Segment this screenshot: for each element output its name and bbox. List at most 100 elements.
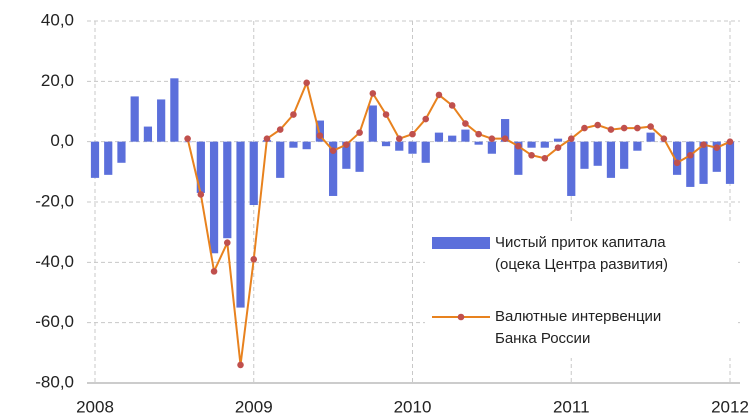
y-tick-label: -80,0 [35, 372, 74, 391]
bar [130, 96, 139, 142]
line-marker [223, 239, 231, 247]
bar [223, 141, 232, 239]
line-marker [409, 130, 416, 138]
line-marker [395, 135, 403, 142]
bar [699, 141, 708, 184]
bar [712, 141, 721, 172]
bar [196, 141, 205, 193]
line-marker [647, 123, 654, 130]
line-marker [448, 102, 456, 109]
y-tick-label: -20,0 [35, 191, 74, 210]
bar [725, 141, 735, 184]
line-marker [713, 144, 721, 151]
line-marker [488, 135, 496, 142]
line-marker [660, 135, 668, 142]
bar [395, 141, 404, 151]
bar [501, 119, 510, 142]
legend: Чистый приток капитала (оцека Центра разв… [425, 224, 735, 358]
line-marker [329, 147, 337, 155]
line-marker [687, 151, 694, 159]
bar [302, 141, 311, 150]
line-marker [528, 151, 535, 159]
line-marker [303, 79, 310, 87]
bar [408, 141, 417, 154]
line-marker [369, 90, 377, 97]
y-tick-label: 20,0 [41, 71, 74, 90]
bar [117, 141, 126, 163]
bar [448, 135, 457, 142]
line-marker [422, 115, 430, 123]
line-marker [184, 135, 191, 142]
x-tick-label: 2008 [76, 397, 114, 416]
line-marker [316, 132, 324, 139]
bar [580, 141, 589, 169]
line-marker [263, 135, 271, 142]
bar [474, 141, 483, 145]
line-marker [501, 135, 509, 142]
bar [276, 141, 285, 178]
line-marker [197, 191, 205, 198]
line-marker [620, 124, 628, 132]
line-marker [515, 142, 522, 150]
line-marker [541, 154, 549, 162]
bar [620, 141, 629, 169]
bar [90, 141, 100, 178]
bar [342, 141, 351, 169]
y-tick-label: -40,0 [35, 252, 74, 271]
line-marker [382, 111, 390, 118]
bar [143, 126, 153, 142]
line-marker [581, 124, 588, 132]
y-tick-label: 40,0 [41, 10, 74, 29]
legend-label: Чистый приток капитала (оцека Центра разв… [495, 234, 668, 273]
x-tick-label: 2010 [394, 397, 432, 416]
bar [527, 141, 536, 148]
line-marker [726, 138, 734, 145]
legend-label: Валютные интервенции Банка России [495, 308, 661, 347]
bar [487, 141, 496, 154]
bar [170, 78, 179, 142]
line-marker [607, 126, 615, 133]
line-marker [594, 121, 602, 129]
x-tick-label: 2012 [711, 397, 749, 416]
line-marker [356, 129, 363, 136]
line-marker [700, 141, 707, 148]
line-marker [343, 141, 350, 148]
x-tick-label: 2009 [235, 397, 273, 416]
legend-swatch [432, 237, 490, 249]
bar [104, 141, 113, 175]
bar [434, 132, 444, 142]
line-marker [237, 361, 244, 369]
bar [355, 141, 364, 172]
bar [633, 141, 642, 151]
legend-label-line: Валютные интервенции [495, 308, 661, 325]
line-marker [290, 111, 297, 118]
line-marker [567, 135, 575, 142]
bar [209, 141, 219, 254]
bar [593, 141, 602, 166]
line-marker [250, 256, 258, 263]
bar [567, 141, 576, 196]
bar [540, 141, 549, 148]
line-marker [210, 268, 218, 275]
bar [289, 141, 298, 148]
line-marker [673, 159, 681, 167]
line-marker [462, 120, 469, 127]
bar [686, 141, 695, 187]
bar [461, 129, 470, 142]
y-tick-label: -60,0 [35, 312, 74, 331]
bar [249, 141, 258, 206]
bar [606, 141, 616, 178]
bar [236, 141, 245, 308]
bar [553, 138, 563, 142]
legend-label-line: Банка России [495, 330, 590, 347]
bar [672, 141, 682, 175]
legend-swatch [457, 313, 465, 321]
line-marker [554, 144, 562, 151]
bar [421, 141, 430, 163]
x-tick-label: 2011 [553, 397, 590, 416]
bar [315, 120, 324, 142]
line-marker [634, 124, 641, 132]
bar [329, 141, 338, 196]
bar [381, 141, 391, 147]
